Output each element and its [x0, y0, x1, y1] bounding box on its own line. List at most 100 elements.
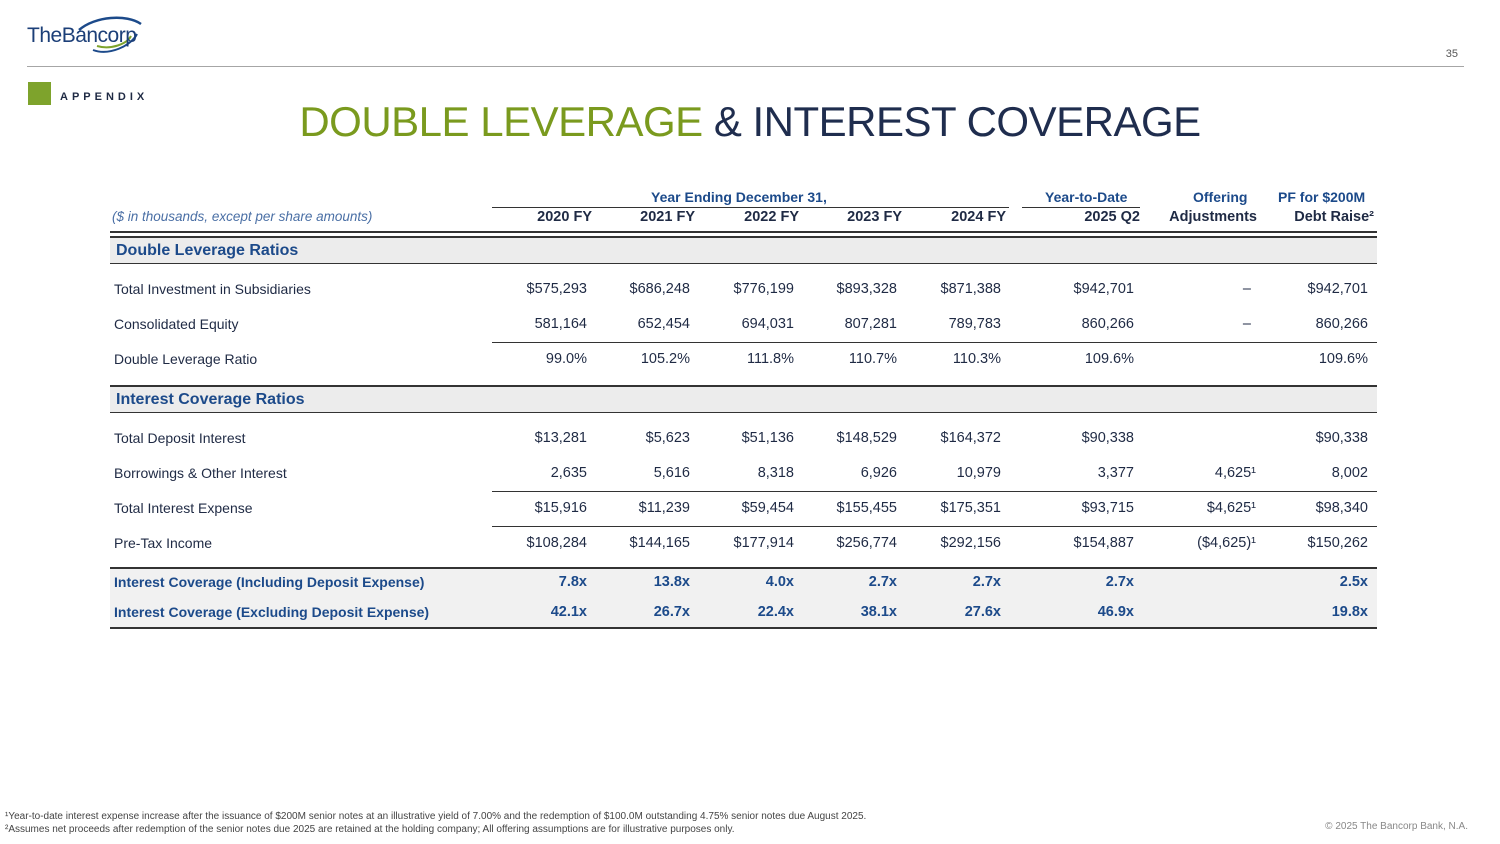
col-header: 2020 FY [537, 209, 592, 225]
col-header: 2023 FY [847, 209, 902, 225]
table-cell: $13,281 [534, 430, 587, 446]
pf-header-top: PF for $200M [1278, 189, 1366, 205]
col-header: 2024 FY [951, 209, 1006, 225]
table-cell: 789,783 [948, 316, 1001, 332]
table-cell: $4,625¹ [1206, 500, 1256, 516]
ytd-header-rule [1022, 207, 1140, 208]
group-header: Year Ending December 31, [651, 189, 827, 205]
table-cell: 2.7x [868, 574, 897, 590]
table-cell: 4.0x [765, 574, 794, 590]
table-cell: $5,623 [645, 430, 690, 446]
table-cell: 8,002 [1331, 465, 1368, 481]
table-cell: 13.8x [653, 574, 690, 590]
table-cell: 110.3% [952, 351, 1001, 367]
table-cell: $893,328 [836, 281, 897, 297]
table-cell: 46.9x [1097, 604, 1134, 620]
table-cell: 111.8% [746, 351, 794, 367]
table-cell: $15,916 [534, 500, 587, 516]
section-header-bar [110, 385, 1377, 413]
table-cell: 109.6% [1084, 351, 1134, 367]
table-cell: 652,454 [637, 316, 690, 332]
coverage-block [110, 567, 1377, 629]
table-cell: 581,164 [534, 316, 587, 332]
table-cell: $256,774 [836, 535, 897, 551]
table-cell: 26.7x [653, 604, 690, 620]
section-header-bar [110, 236, 1377, 264]
table-cell: $154,887 [1073, 535, 1134, 551]
row-label: Total Interest Expense [114, 500, 253, 516]
table-cell: $150,262 [1307, 535, 1368, 551]
header-bottom-rule [110, 231, 1377, 233]
table-cell: 807,281 [844, 316, 897, 332]
table-cell: ($4,625)¹ [1197, 535, 1256, 551]
group-header-rule [492, 207, 1009, 208]
logo-swoosh-icon [78, 16, 142, 53]
top-divider [27, 66, 1464, 67]
row-label: Total Investment in Subsidiaries [114, 281, 311, 297]
subtotal-rule [492, 491, 1377, 492]
table-cell: $144,165 [629, 535, 690, 551]
table-cell: 22.4x [757, 604, 794, 620]
offering-header-top: Offering [1193, 189, 1248, 205]
table-cell: $90,338 [1081, 430, 1134, 446]
footnote-1: ¹Year-to-date interest expense increase … [5, 811, 867, 822]
table-cell: $575,293 [526, 281, 587, 297]
table-cell: 109.6% [1318, 351, 1368, 367]
table-cell: $155,455 [836, 500, 897, 516]
table-cell: 42.1x [550, 604, 587, 620]
table-cell: – [1242, 281, 1251, 297]
row-label: Interest Coverage (Excluding Deposit Exp… [114, 604, 430, 620]
table-cell: 2.5x [1339, 574, 1368, 590]
table-cell: 860,266 [1081, 316, 1134, 332]
table-cell: 7.8x [558, 574, 587, 590]
table-cell: $90,338 [1315, 430, 1368, 446]
table-cell: 27.6x [964, 604, 1001, 620]
table-cell: $164,372 [940, 430, 1001, 446]
company-logo: TheBancorp [27, 14, 147, 60]
table-cell: 38.1x [860, 604, 897, 620]
ytd-header-top: Year-to-Date [1045, 189, 1128, 205]
table-cell: 10,979 [956, 465, 1001, 481]
col-header: Adjustments [1169, 209, 1257, 225]
col-header: 2021 FY [640, 209, 695, 225]
title-part-2: & INTEREST COVERAGE [713, 98, 1201, 145]
row-label: Total Deposit Interest [114, 430, 246, 446]
table-cell: 3,377 [1097, 465, 1134, 481]
table-cell: 4,625¹ [1214, 465, 1256, 481]
table-cell: $942,701 [1073, 281, 1134, 297]
table-cell: $51,136 [741, 430, 794, 446]
table-cell: 8,318 [757, 465, 794, 481]
table-cell: 860,266 [1315, 316, 1368, 332]
row-label: Pre-Tax Income [114, 535, 213, 551]
row-label: Interest Coverage (Including Deposit Exp… [114, 574, 425, 590]
footnote-2: ²Assumes net proceeds after redemption o… [5, 824, 735, 835]
table-cell: $108,284 [526, 535, 587, 551]
table-cell: $686,248 [629, 281, 690, 297]
units-note: ($ in thousands, except per share amount… [112, 209, 373, 224]
logo-the: The [27, 24, 62, 47]
table-cell: 694,031 [741, 316, 794, 332]
row-label: Borrowings & Other Interest [114, 465, 287, 481]
col-header: Debt Raise² [1294, 209, 1374, 225]
col-header: 2022 FY [744, 209, 799, 225]
page-number: 35 [1445, 48, 1458, 60]
logo-name: Bancorp [61, 24, 137, 47]
table-cell: $871,388 [940, 281, 1001, 297]
table-cell: 99.0% [545, 351, 587, 367]
table-cell: 5,616 [653, 465, 690, 481]
table-cell: $292,156 [940, 535, 1001, 551]
section-label: APPENDIX [60, 91, 149, 103]
row-label: Double Leverage Ratio [114, 351, 258, 367]
table-cell: 19.8x [1331, 604, 1368, 620]
row-label: Consolidated Equity [114, 316, 239, 332]
section-title: Double Leverage Ratios [116, 242, 299, 259]
table-cell: $776,199 [733, 281, 794, 297]
table-cell: 110.7% [848, 351, 897, 367]
table-cell: 6,926 [860, 465, 897, 481]
table-cell: $98,340 [1315, 500, 1368, 516]
title-part-1: DOUBLE LEVERAGE [299, 98, 703, 145]
table-cell: 105.2% [640, 351, 690, 367]
col-header: 2025 Q2 [1084, 209, 1140, 225]
table-cell: 2,635 [550, 465, 587, 481]
table-cell: $942,701 [1307, 281, 1368, 297]
